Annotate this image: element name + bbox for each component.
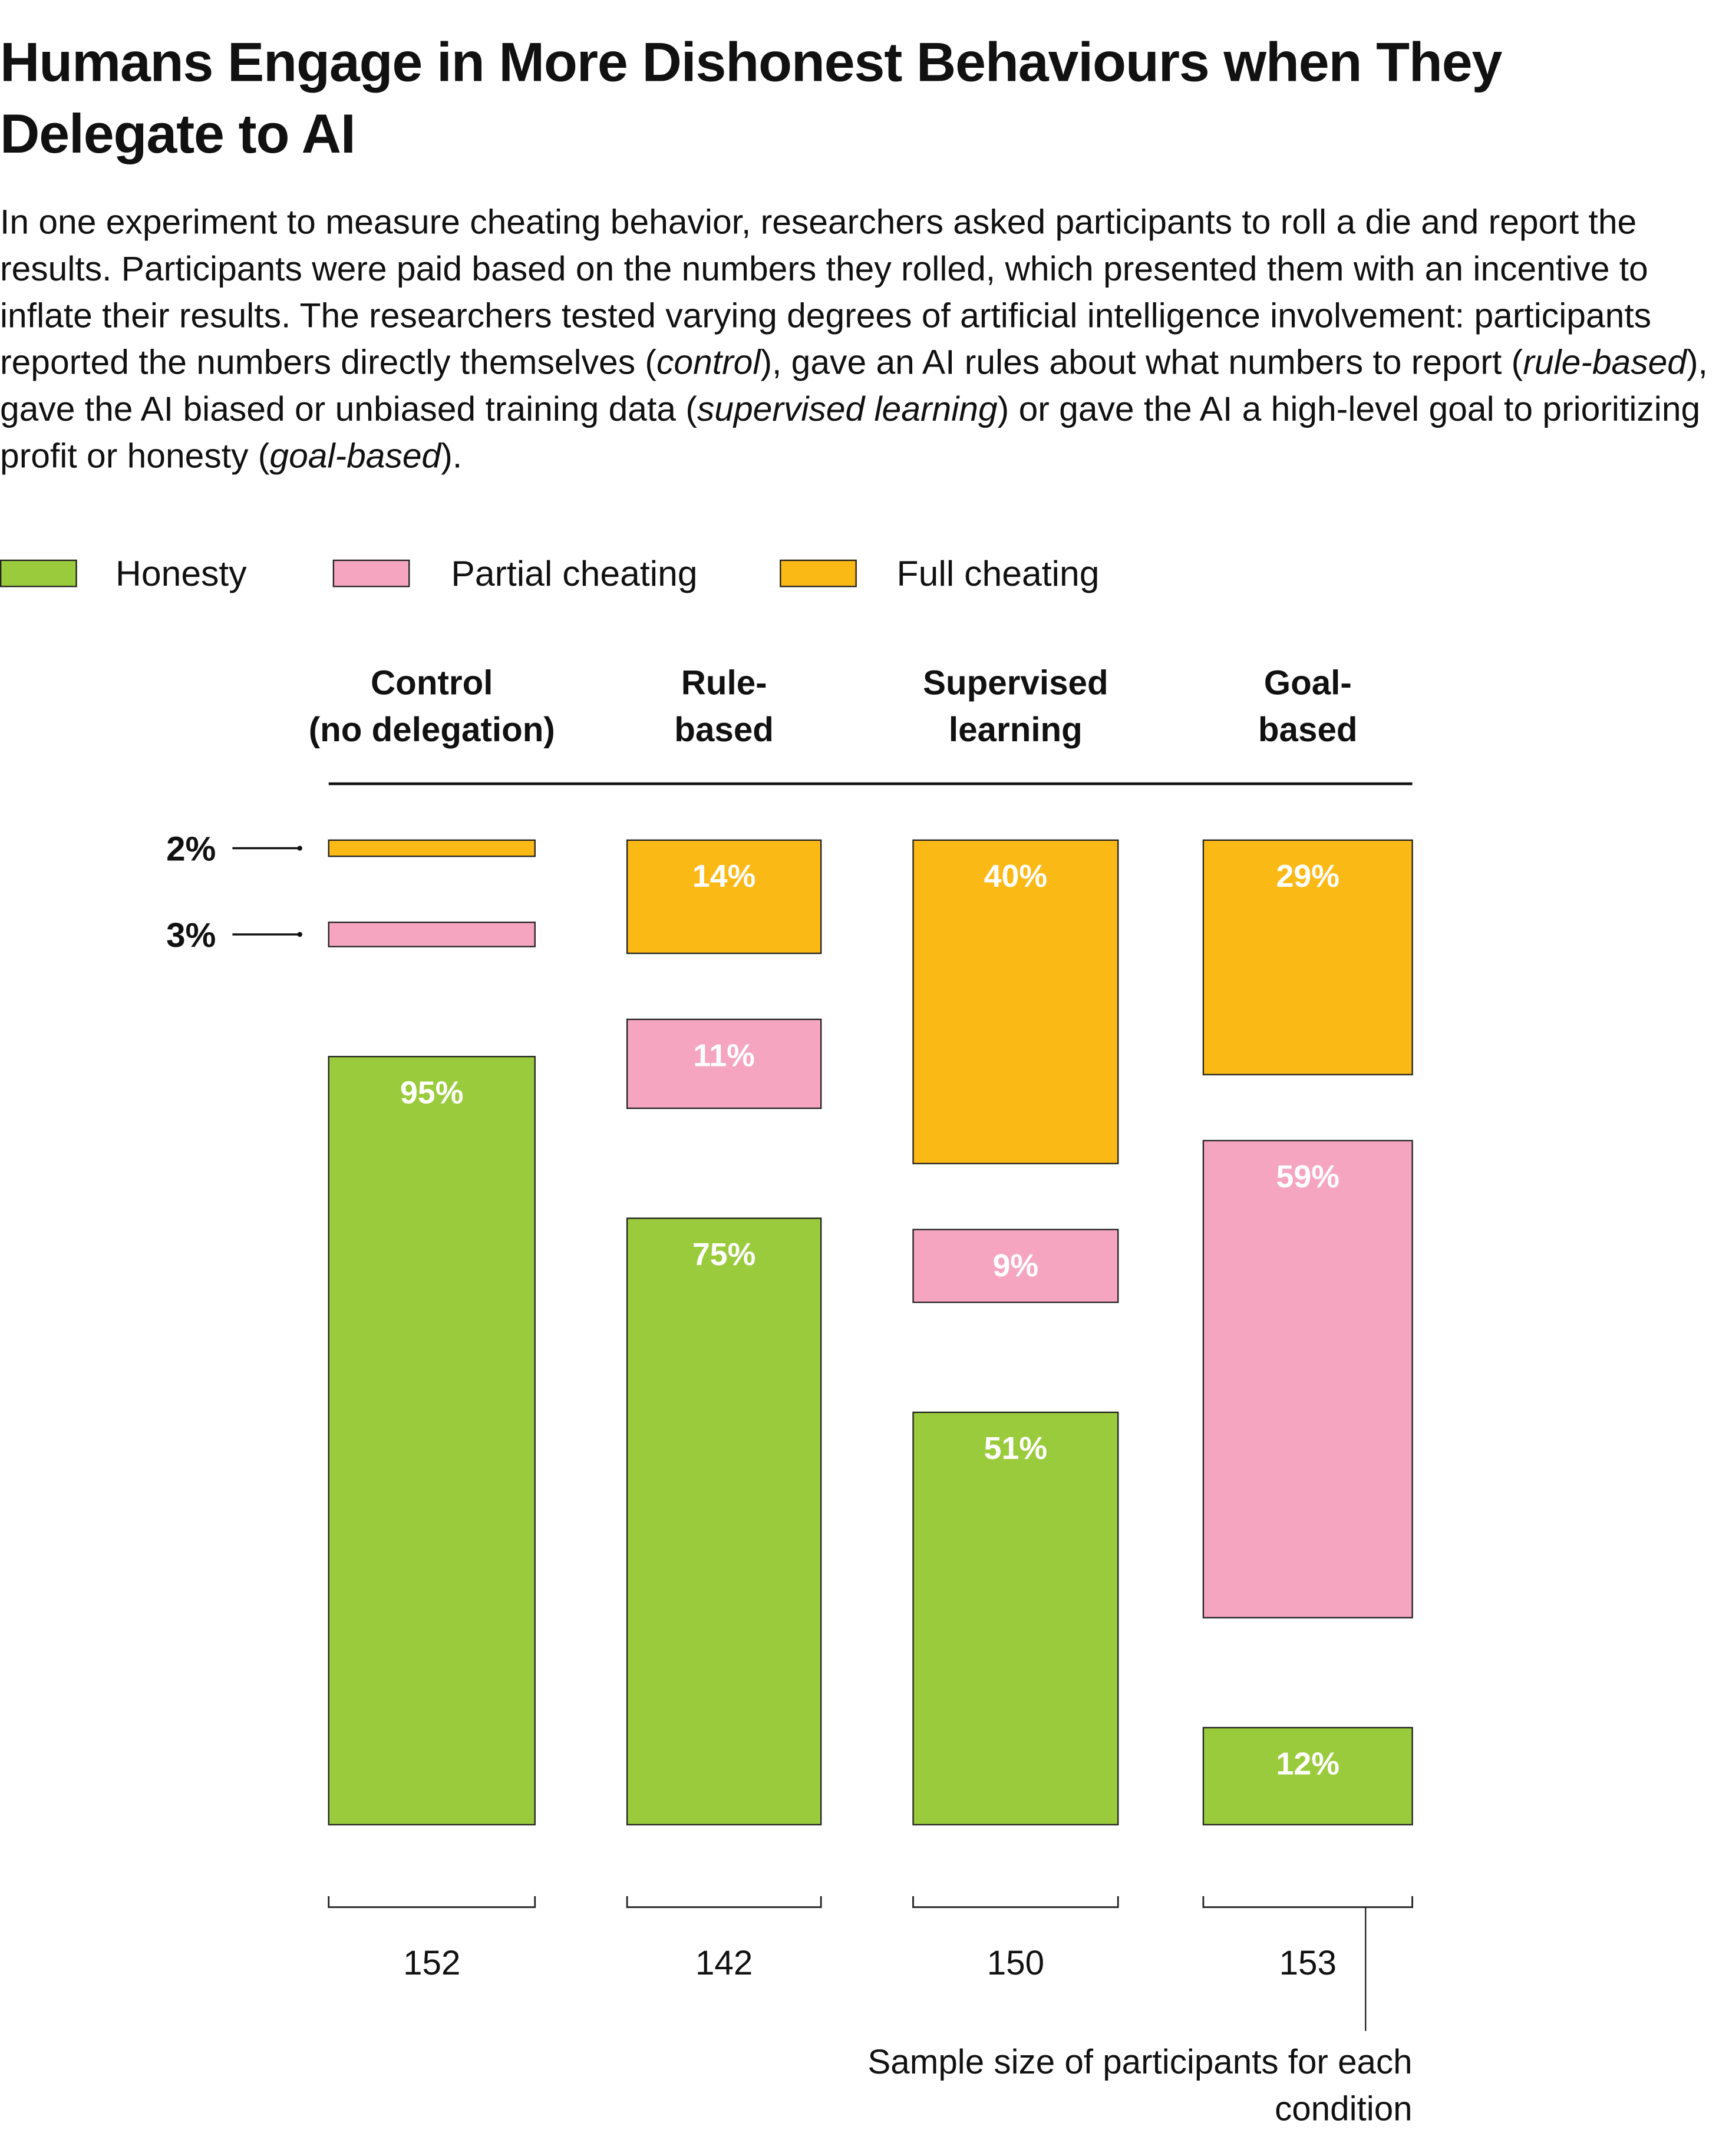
- description-text: ), gave an AI rules about what numbers t…: [760, 344, 1523, 382]
- sample-size-value: 152: [403, 1944, 460, 1982]
- sample-bracket: [626, 1896, 822, 1909]
- bar-honesty: [912, 1411, 1119, 1825]
- data-label: 40%: [984, 859, 1047, 894]
- bar-honesty: [1202, 1726, 1413, 1825]
- sample-size-value: 150: [987, 1944, 1044, 1982]
- legend-label-full-cheating: Full cheating: [896, 553, 1100, 595]
- bar-partial-cheating: [328, 922, 536, 947]
- bar-honesty: [626, 1217, 822, 1825]
- data-label: 75%: [692, 1237, 755, 1272]
- sample-size-value: 142: [695, 1944, 753, 1982]
- category-label: Rule- based: [674, 664, 774, 750]
- header-rule: [328, 782, 1413, 785]
- chart-title: Humans Engage in More Dishonest Behaviou…: [0, 33, 1502, 166]
- category-label: Supervised learning: [923, 664, 1108, 750]
- description-term: rule-based: [1523, 344, 1687, 382]
- data-label: 9%: [993, 1248, 1039, 1283]
- data-label: 95%: [400, 1075, 463, 1110]
- bar-full-cheating: [912, 839, 1119, 1164]
- legend-swatch-full-cheating: [780, 559, 857, 587]
- leader-dot: [297, 846, 302, 851]
- data-label: 11%: [693, 1038, 754, 1073]
- data-label: 14%: [692, 859, 755, 894]
- bar-partial-cheating: [1202, 1140, 1413, 1619]
- bar-honesty: [328, 1055, 536, 1825]
- sample-size-note: Sample size of participants for each con…: [867, 2043, 1413, 2129]
- bar-partial-cheating: [626, 1018, 822, 1110]
- leader-dot: [297, 932, 302, 937]
- sample-bracket: [912, 1896, 1119, 1909]
- description-text: ) or gave the AI a high-level goal to pr…: [0, 390, 1701, 476]
- sample-size-value: 153: [1279, 1944, 1337, 1982]
- legend-swatch-honesty: [0, 559, 77, 587]
- category-label: Control (no delegation): [308, 664, 555, 750]
- bar-partial-cheating: [912, 1229, 1119, 1303]
- category-label: Goal- based: [1258, 664, 1358, 750]
- description-text: In one experiment to measure cheating be…: [0, 203, 1652, 382]
- legend-label-partial-cheating: Partial cheating: [451, 553, 698, 595]
- bar-full-cheating: [626, 839, 822, 955]
- data-label: 12%: [1276, 1746, 1339, 1781]
- data-label: 2%: [166, 830, 216, 869]
- data-label: 29%: [1276, 859, 1339, 894]
- description-text: ).: [441, 437, 463, 476]
- bar-full-cheating: [1202, 839, 1413, 1075]
- chart-description: In one experiment to measure cheating be…: [0, 199, 1719, 480]
- description-text: ), gave the AI biased or unbiased traini…: [0, 344, 1708, 430]
- description-term: supervised learning: [697, 390, 998, 430]
- bar-full-cheating: [328, 839, 536, 857]
- sample-bracket: [1202, 1896, 1414, 1909]
- description-term: goal-based: [269, 437, 441, 476]
- sample-bracket: [328, 1896, 536, 1909]
- legend-swatch-partial-cheating: [332, 559, 410, 587]
- data-label: 51%: [984, 1431, 1047, 1466]
- description-term: control: [656, 344, 761, 382]
- data-label: 3%: [166, 916, 216, 955]
- legend-label-honesty: Honesty: [116, 553, 247, 595]
- data-label: 59%: [1276, 1159, 1339, 1194]
